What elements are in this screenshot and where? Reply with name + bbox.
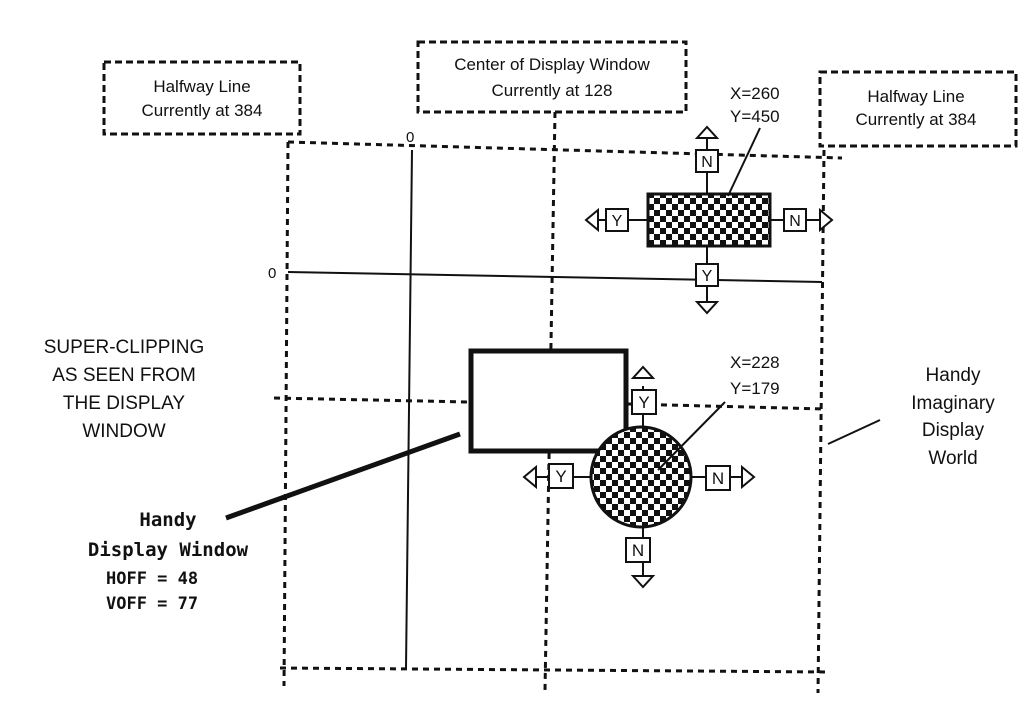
- display-window-voff: VOFF = 77: [106, 594, 198, 614]
- halfway-line-right-title: Halfway Line: [867, 87, 964, 106]
- display-window-title-line-1: Handy: [139, 509, 196, 531]
- sprite-bottom-y-coord: Y=179: [730, 379, 780, 398]
- display-world-leader: [827, 419, 881, 445]
- display-world-label-line-2: Imaginary: [911, 393, 995, 414]
- halfway-line-left-title: Halfway Line: [153, 77, 250, 96]
- y-axis-zero-label: 0: [406, 129, 414, 146]
- center-display-window-box: [416, 40, 688, 114]
- display-world-label-line-1: Handy: [926, 365, 981, 386]
- up-arrow-icon: [694, 125, 720, 139]
- display-world-label-line-3: Display: [922, 420, 985, 441]
- halfway-line-right-value: Currently at 384: [856, 110, 977, 129]
- halfway-line-right-box: [818, 70, 1018, 148]
- up-arrow-icon: [630, 365, 656, 379]
- display-window-leader: [225, 431, 461, 521]
- center-display-window-value: Currently at 128: [492, 81, 613, 100]
- sprite-bottom-up-label: Y: [638, 393, 649, 412]
- sprite-top-up-label: N: [701, 154, 713, 171]
- left-arrow-icon: [584, 207, 599, 233]
- display-world-label-line-4: World: [928, 448, 977, 469]
- super-clipping-label-line-3: THE DISPLAY: [63, 393, 185, 414]
- x-axis-zero-label: 0: [268, 265, 276, 282]
- left-arrow-icon: [522, 464, 537, 490]
- right-arrow-icon: [819, 207, 834, 233]
- center-display-window-title: Center of Display Window: [454, 55, 650, 74]
- sprite-bottom-x-coord: X=228: [730, 353, 780, 372]
- sprite-bottom-right-label: N: [712, 469, 724, 488]
- super-clipping-label-line-2: AS SEEN FROM: [52, 365, 196, 386]
- handy-display-window-rect: [468, 348, 629, 454]
- sprite-bottom: Y Y N N X=228 Y=179: [522, 353, 780, 589]
- sprite-bottom-down-label: N: [632, 541, 644, 560]
- sprite-top-right-label: N: [789, 213, 801, 230]
- down-arrow-icon: [630, 575, 656, 589]
- sprite-top-left-label: Y: [612, 213, 623, 230]
- sprite-top-down-label: Y: [702, 268, 713, 285]
- sprite-top: N Y N Y X=260 Y=450: [584, 84, 834, 315]
- super-clipping-label-line-1: SUPER-CLIPPING: [44, 337, 204, 358]
- down-arrow-icon: [694, 301, 720, 315]
- super-clipping-label-line-4: WINDOW: [82, 421, 165, 442]
- halfway-line-left-box: [102, 60, 302, 136]
- sprite-bottom-left-label: Y: [555, 467, 566, 486]
- y-axis-zero-line: [405, 149, 413, 669]
- sprite-top-y-coord: Y=450: [730, 107, 780, 126]
- display-window-hoff: HOFF = 48: [106, 569, 198, 589]
- imaginary-display-world-frame: [279, 140, 843, 694]
- display-window-title-line-2: Display Window: [88, 539, 249, 561]
- sprite-top-x-coord: X=260: [730, 84, 780, 103]
- sprite-top-checkered-rect: [646, 192, 772, 248]
- right-arrow-icon: [741, 464, 756, 490]
- sprite-bottom-checkered-circle: [589, 425, 693, 529]
- halfway-line-left-value: Currently at 384: [142, 101, 263, 120]
- x-axis-zero-line: [287, 271, 823, 283]
